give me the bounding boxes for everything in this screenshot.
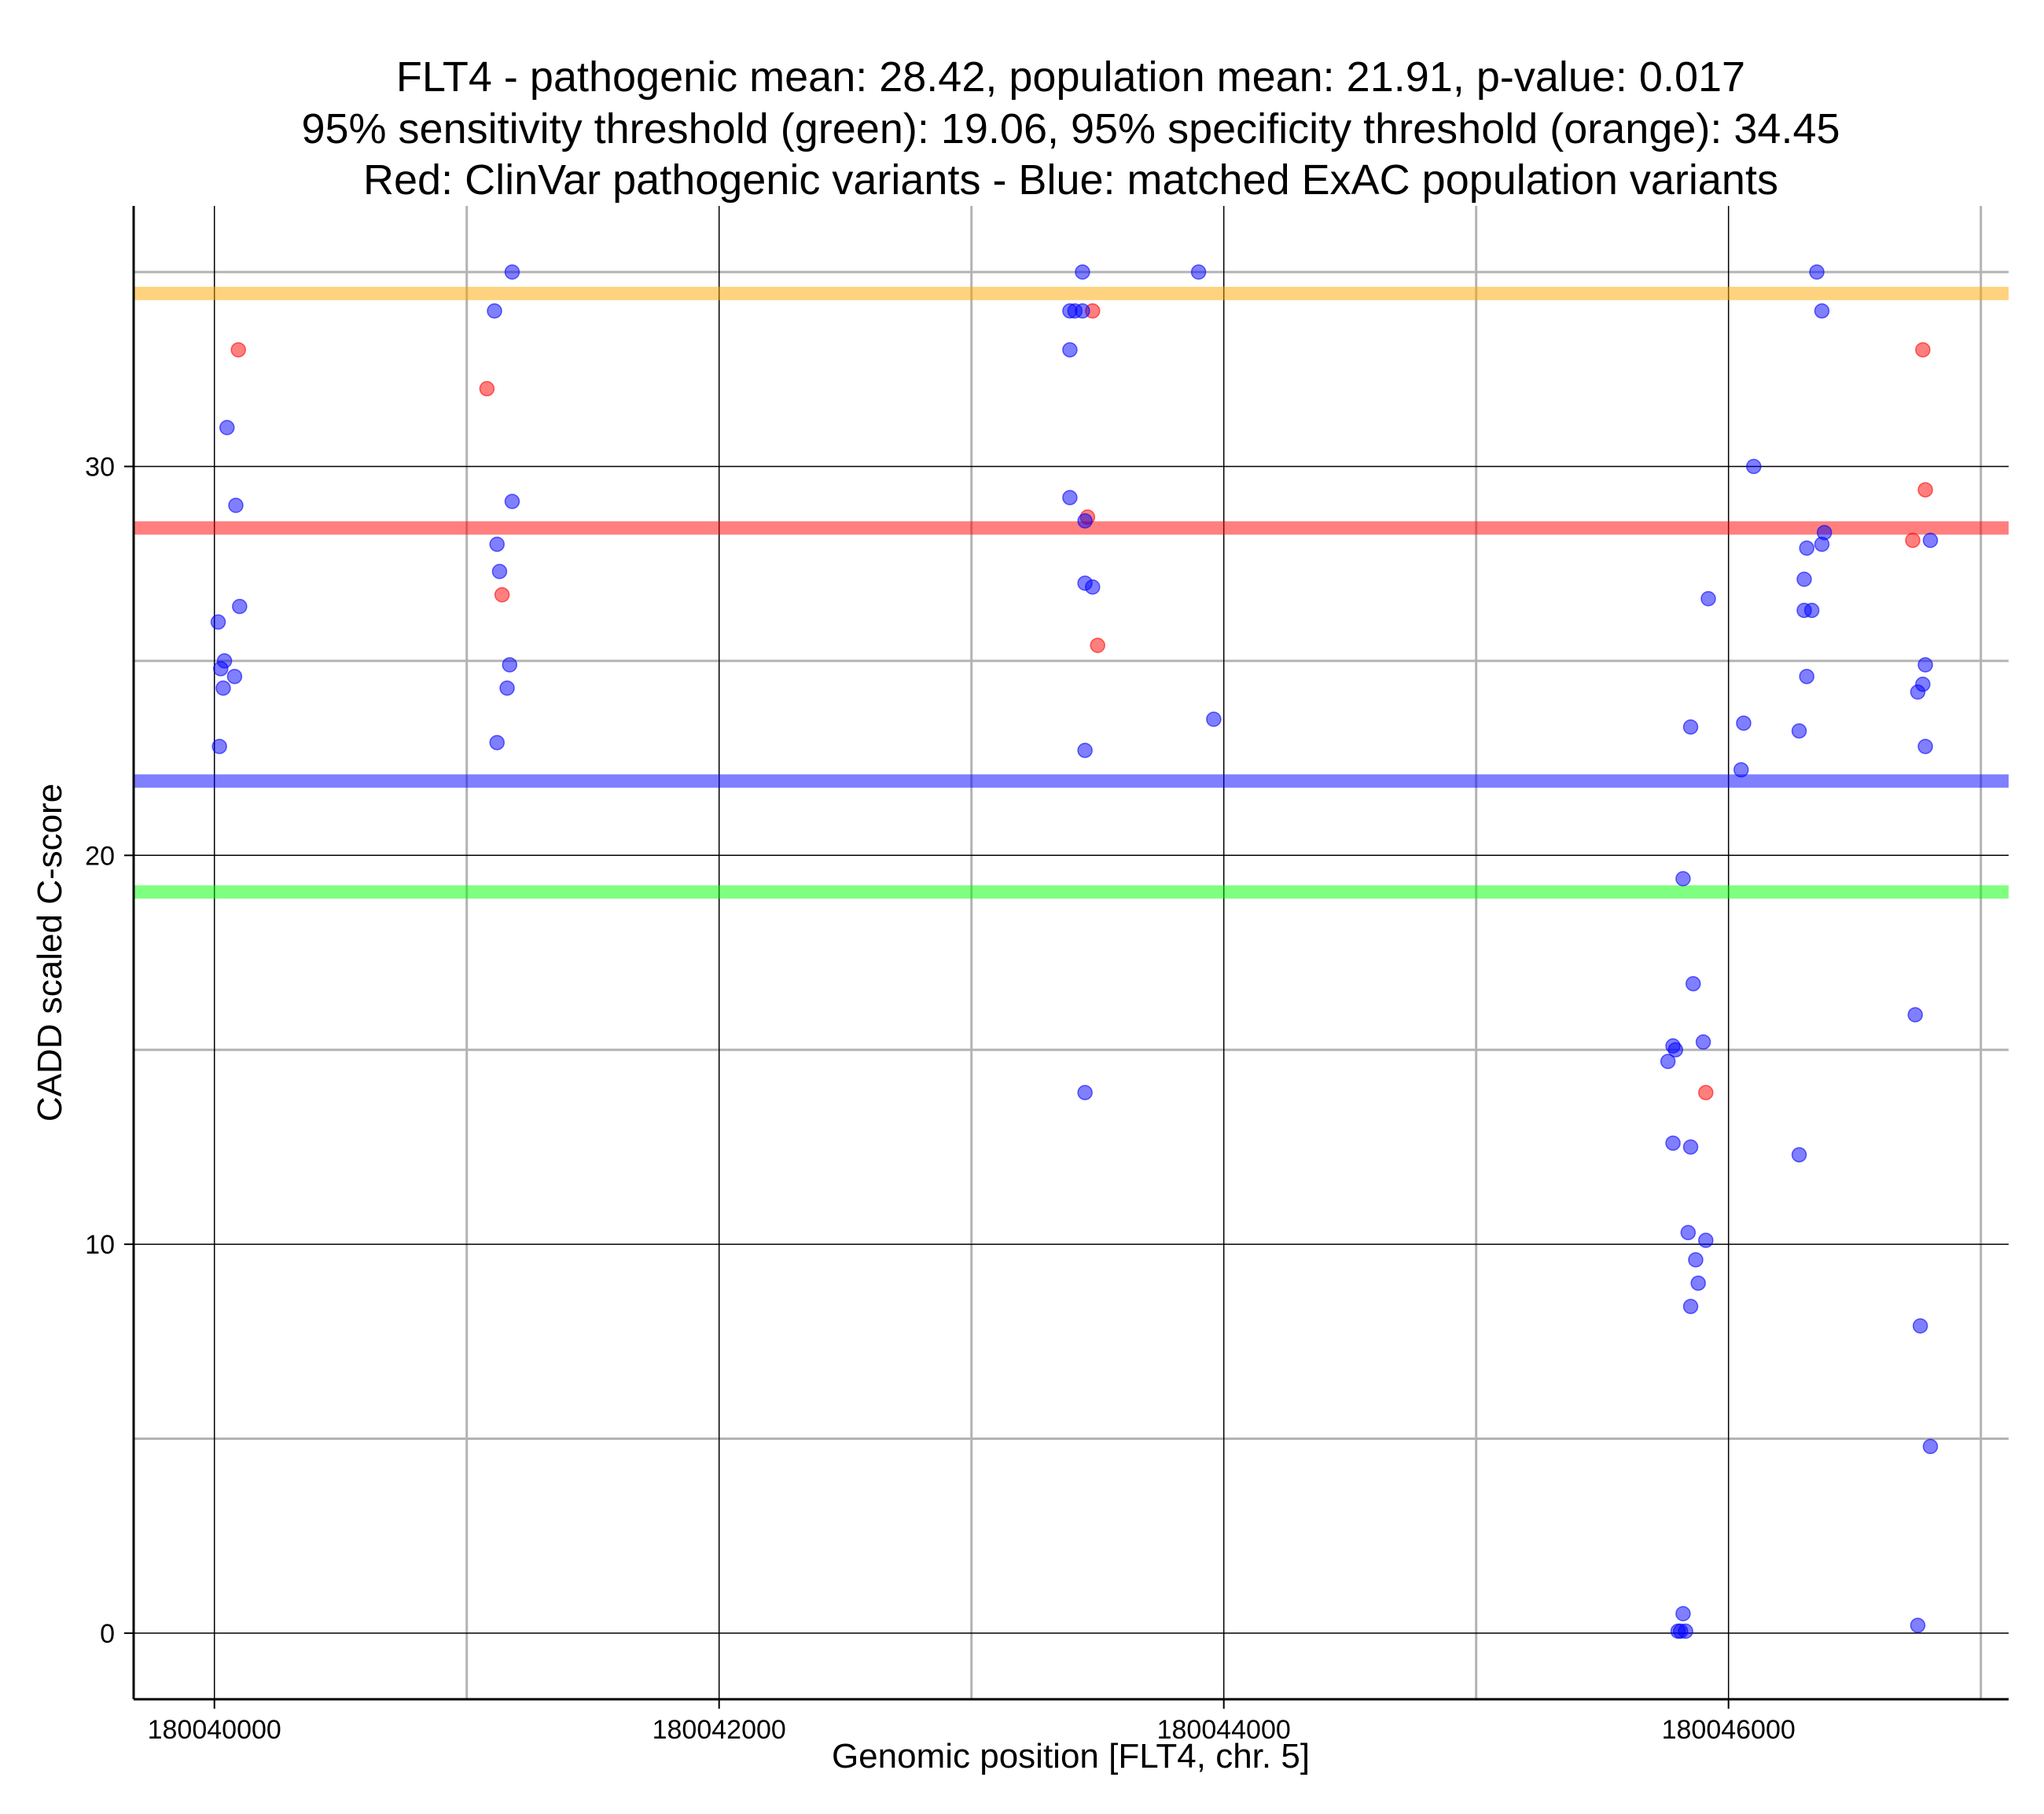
x-tick-label: 180040000 (148, 1715, 281, 1745)
x-tick-label: 180044000 (1157, 1715, 1291, 1745)
population-point (1075, 303, 1090, 319)
x-axis-title: Genomic position [FLT4, chr. 5] (832, 1737, 1310, 1775)
population-point (489, 735, 505, 751)
population-point (1062, 490, 1078, 505)
population-point (1075, 264, 1090, 280)
title-line-2: 95% sensitivity threshold (green): 19.06… (301, 105, 1840, 152)
chart-title: FLT4 - pathogenic mean: 28.42, populatio… (301, 53, 1840, 204)
population-point (1733, 762, 1749, 778)
population-point (1791, 723, 1807, 739)
population-point (1190, 264, 1207, 280)
pathogenic-point (494, 587, 510, 603)
population-point (1695, 1034, 1711, 1050)
population-point (1665, 1135, 1681, 1151)
y-axis-title: CADD scaled C-score (31, 784, 69, 1122)
population-point (1698, 1232, 1714, 1248)
population-point (504, 494, 520, 509)
y-tick-label: 20 (85, 841, 115, 871)
pathogenic-point (1915, 342, 1931, 358)
population-point (1700, 590, 1716, 607)
population-point (1922, 1438, 1939, 1455)
pathogenic-point (1917, 482, 1933, 498)
population-point (1809, 264, 1825, 280)
population-point (1791, 1147, 1807, 1163)
minor-gridlines (134, 206, 2009, 1699)
reference-lines (134, 286, 2009, 899)
population-point (1910, 684, 1926, 700)
population-point (1077, 513, 1093, 529)
population-point (1796, 571, 1812, 587)
x-tick-label: 180042000 (653, 1715, 786, 1745)
pathogenic-point (1090, 637, 1105, 653)
population-point (1907, 1007, 1923, 1023)
population-point (1675, 871, 1691, 887)
population-point (1912, 1318, 1928, 1334)
population-point (1799, 668, 1814, 685)
population-point (1678, 1623, 1693, 1640)
population-point (1803, 602, 1820, 619)
major-gridlines (134, 206, 2009, 1699)
population-point (1077, 1085, 1093, 1100)
population-point (226, 668, 243, 685)
population-point (1667, 1041, 1684, 1058)
population-point (1682, 719, 1699, 735)
pathogenic-point (479, 380, 495, 397)
population-point (1688, 1252, 1704, 1268)
population-point (1085, 579, 1101, 595)
title-line-1: FLT4 - pathogenic mean: 28.42, populatio… (396, 53, 1745, 101)
population-point (1682, 1298, 1699, 1315)
population-point (1690, 1275, 1706, 1291)
population-point (504, 264, 520, 280)
population-point (210, 614, 226, 630)
population-point (215, 680, 231, 696)
population-point (228, 498, 244, 513)
population-point (1077, 742, 1093, 758)
population-point (1062, 342, 1078, 358)
population-point (1736, 715, 1752, 731)
y-axis-ticks: 0 10 20 30 (85, 453, 134, 1649)
pathogenic-point (230, 342, 246, 358)
population-point (502, 657, 518, 673)
population-point (1660, 1053, 1676, 1070)
population-point (489, 536, 505, 553)
title-line-3: Red: ClinVar pathogenic variants - Blue:… (363, 156, 1778, 204)
population-point (212, 661, 229, 677)
population-point (491, 564, 508, 579)
y-tick-label: 10 (85, 1230, 115, 1260)
population-point (1675, 1606, 1691, 1621)
population-point (1917, 657, 1933, 673)
population-point (1746, 458, 1762, 475)
population-point (1682, 1139, 1699, 1155)
pathogenic-point (1698, 1085, 1714, 1100)
population-point (1814, 536, 1830, 553)
pathogenic-point (1905, 532, 1921, 549)
population-point (1910, 1618, 1926, 1633)
population-point (499, 680, 515, 696)
population-point (1799, 540, 1814, 556)
population-point (1917, 739, 1933, 755)
population-point (1814, 303, 1830, 319)
population-point (219, 420, 235, 435)
x-axis-ticks: 180040000 180042000 180044000 180046000 (148, 1699, 1796, 1745)
population-point (1680, 1225, 1697, 1240)
population-point (211, 739, 227, 755)
y-tick-label: 30 (85, 453, 115, 483)
population-point (1686, 975, 1701, 992)
y-tick-label: 0 (100, 1619, 115, 1649)
population-point (487, 303, 502, 319)
population-point (232, 598, 248, 615)
x-tick-label: 180046000 (1662, 1715, 1796, 1745)
data-points (210, 264, 1939, 1640)
population-point (1206, 711, 1222, 727)
population-point (1922, 532, 1939, 549)
